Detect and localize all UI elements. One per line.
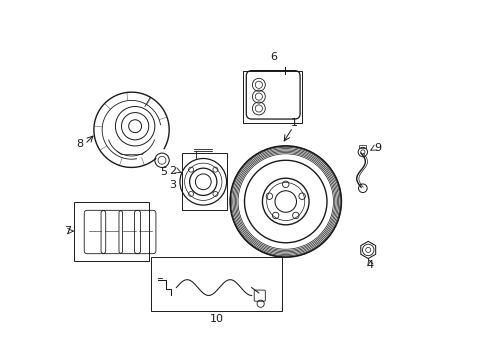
Bar: [74, 202, 149, 261]
Text: 9: 9: [374, 143, 381, 153]
Bar: [151, 257, 282, 311]
Text: 5: 5: [160, 167, 167, 177]
Text: 10: 10: [209, 314, 223, 324]
Text: 6: 6: [270, 52, 277, 62]
Text: 8: 8: [76, 139, 83, 149]
Text: 1: 1: [291, 118, 298, 128]
Text: 2: 2: [169, 166, 176, 176]
Text: 4: 4: [366, 260, 373, 270]
Text: 3: 3: [169, 180, 176, 190]
Bar: [359, 145, 366, 148]
Bar: [242, 71, 301, 123]
Bar: [182, 153, 226, 211]
Text: 7: 7: [64, 226, 71, 236]
